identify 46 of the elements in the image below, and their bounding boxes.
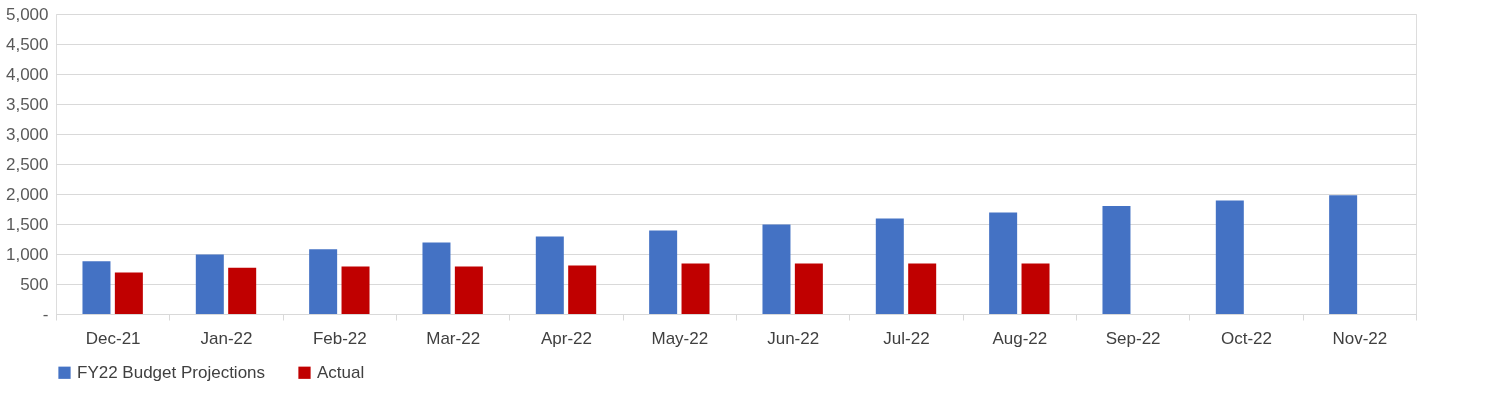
x-tick-label: Jan-22 [200,328,253,348]
bar [875,218,904,314]
bar [762,224,791,314]
bar [341,266,370,314]
bar [908,263,937,314]
bar [195,254,224,314]
y-tick-label: 3,500 [5,94,49,114]
x-tick-label: Nov-22 [1332,328,1388,348]
y-tick-label: - [42,304,49,324]
bar [1329,195,1358,314]
bar [568,265,597,314]
x-tick-label: Jul-22 [883,328,930,348]
x-tick-label: Sep-22 [1105,328,1161,348]
y-tick-label: 2,000 [5,184,49,204]
x-tick-label: Feb-22 [312,328,367,348]
legend-label: Actual [317,362,365,382]
bar [794,263,823,314]
x-tick-label: Mar-22 [426,328,481,348]
bar [454,266,483,314]
x-tick-label: Oct-22 [1220,328,1273,348]
x-tick-label: Jun-22 [767,328,820,348]
x-tick-label: Apr-22 [540,328,593,348]
bar [82,261,111,314]
bar [649,230,678,314]
bar [309,249,338,314]
bar [681,263,710,314]
y-tick-label: 2,500 [5,154,49,174]
legend-label: FY22 Budget Projections [77,362,266,382]
bar [989,212,1018,314]
bar [1021,263,1050,314]
y-tick-label: 4,500 [5,34,49,54]
y-tick-label: 4,000 [5,64,49,84]
y-tick-label: 1,500 [5,214,49,234]
x-tick-label: Dec-21 [85,328,141,348]
x-tick-label: Aug-22 [992,328,1048,348]
y-tick-label: 3,000 [5,124,49,144]
y-tick-label: 500 [20,274,49,294]
y-tick-label: 1,000 [5,244,49,264]
bar [1215,200,1244,314]
bar [228,267,257,314]
bar [114,272,143,314]
bar [422,242,451,314]
bar [535,236,564,314]
bar [1102,206,1131,314]
x-tick-label: May-22 [651,328,709,348]
y-tick-label: 5,000 [5,4,49,24]
